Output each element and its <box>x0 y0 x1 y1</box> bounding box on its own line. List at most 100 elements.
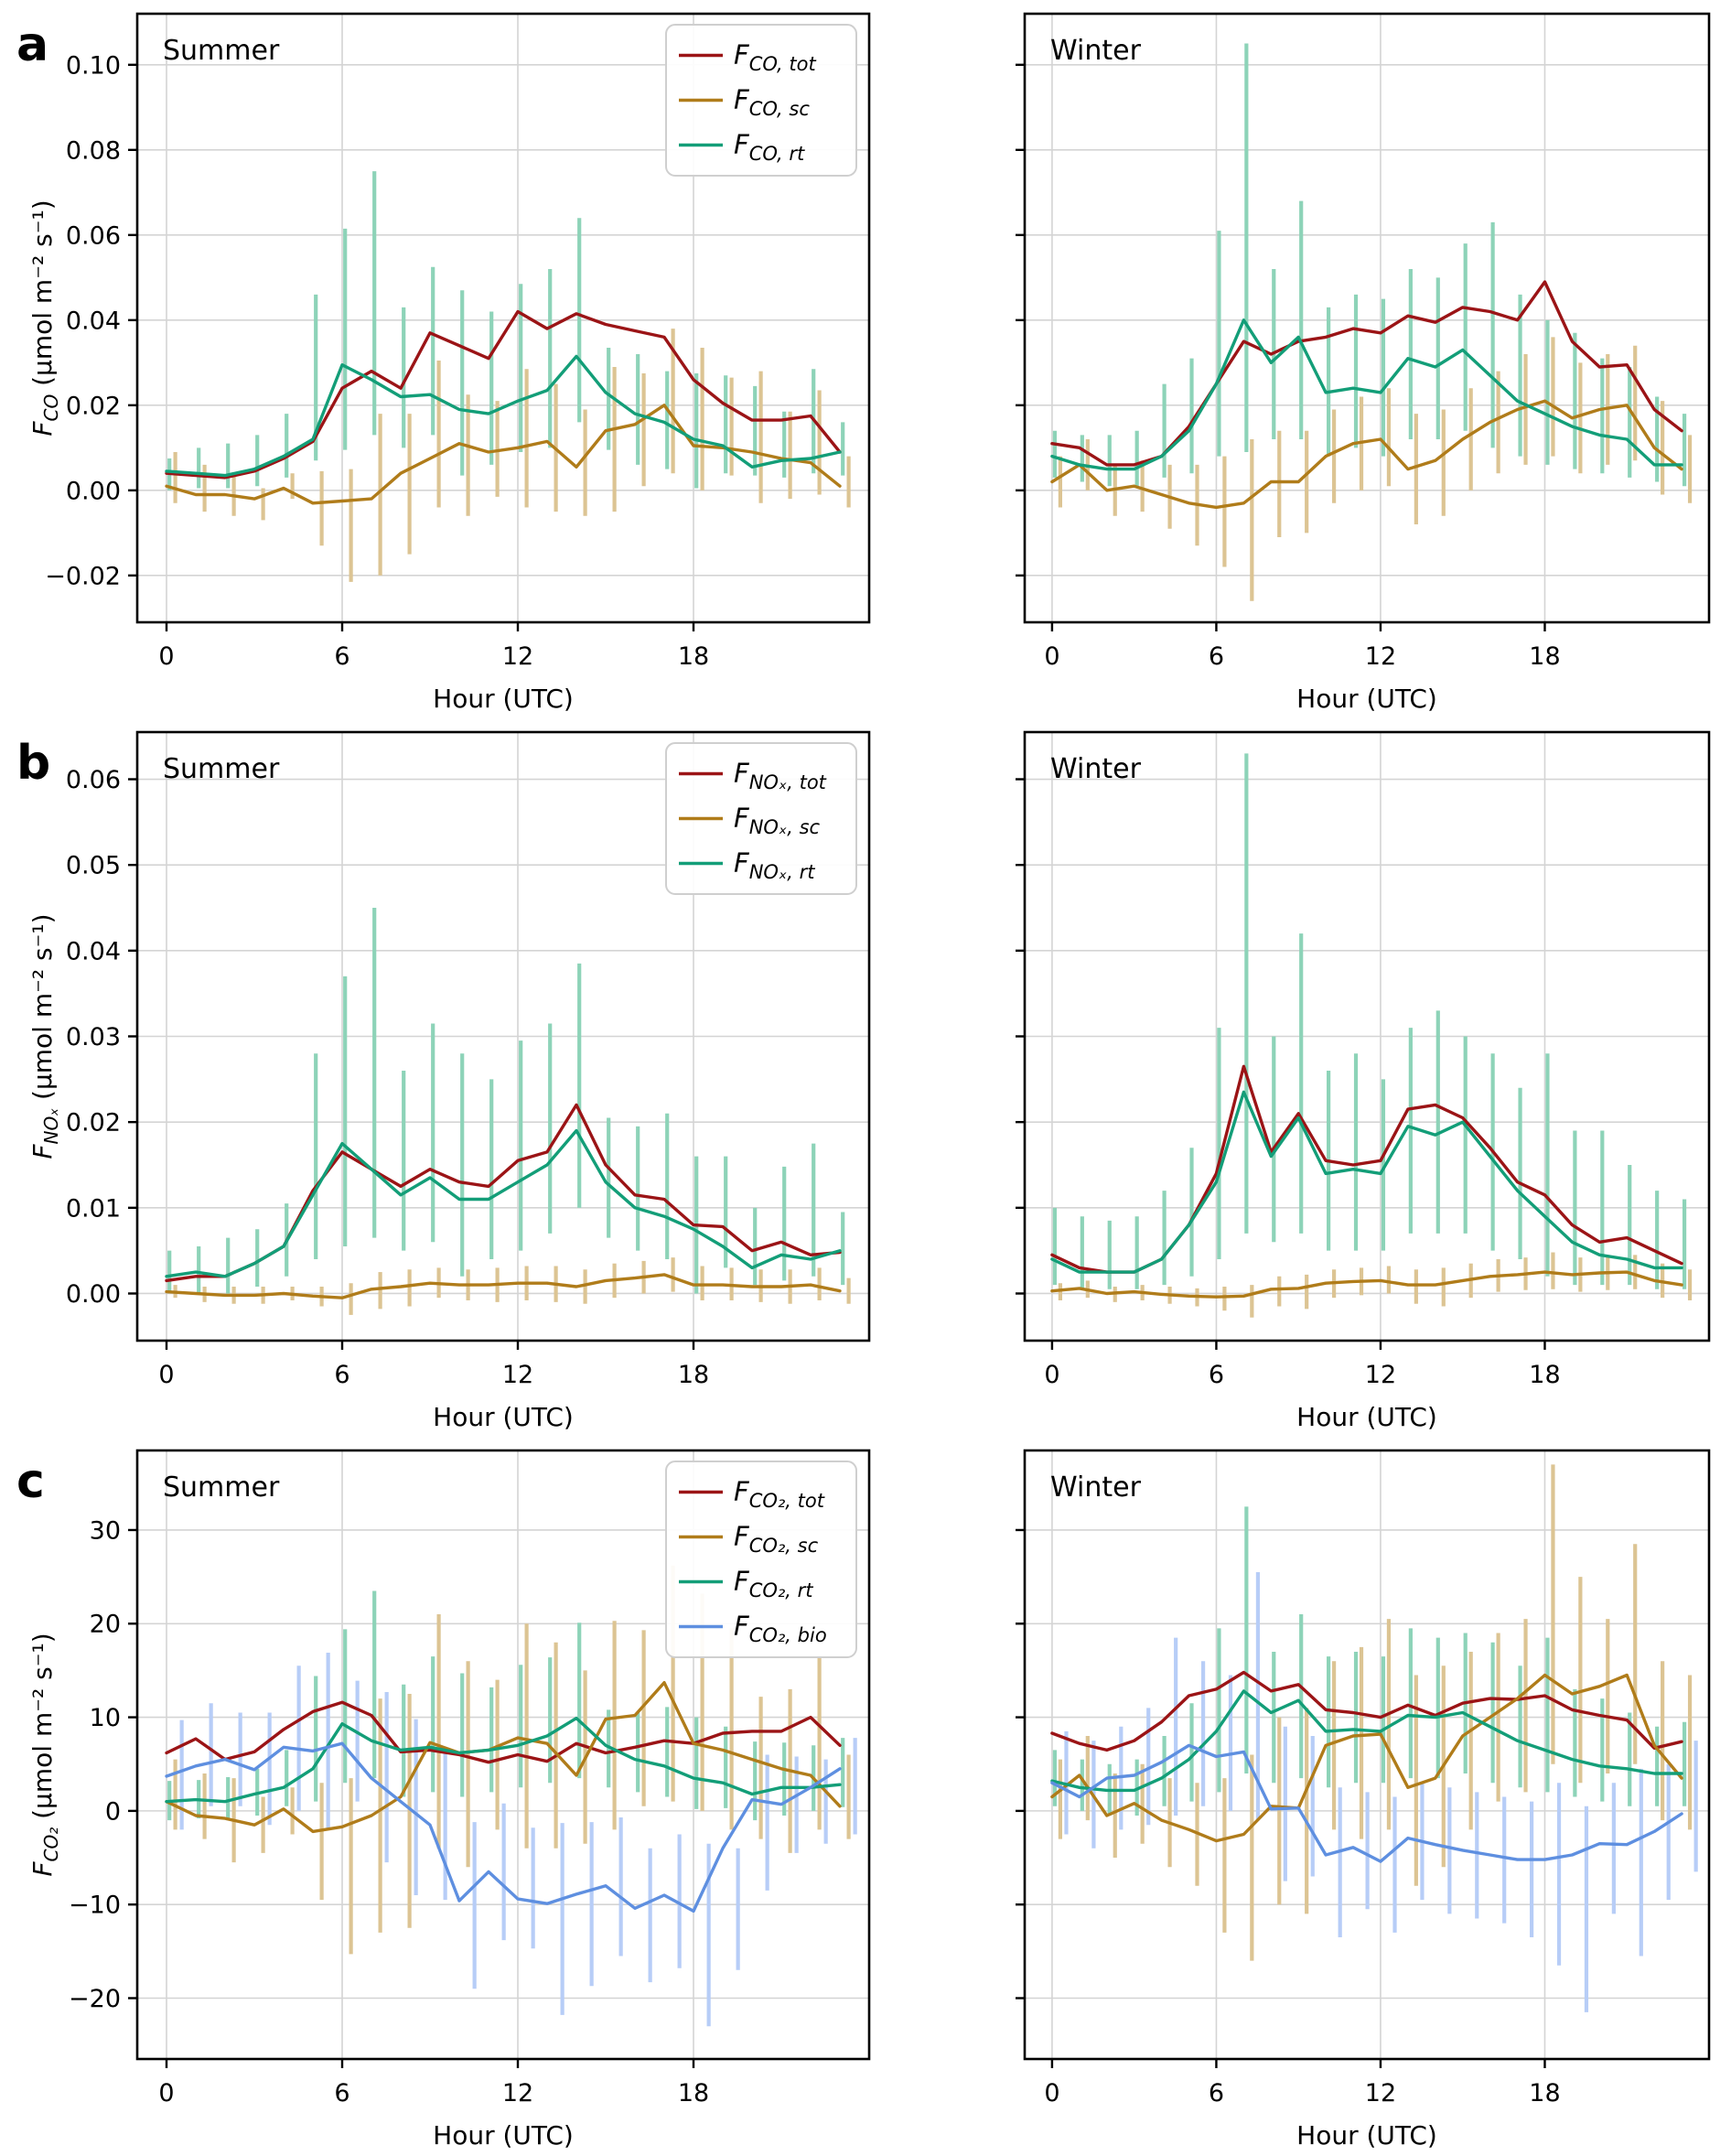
x-tick-label: 0 <box>158 642 174 671</box>
x-tick-label: 12 <box>502 2079 533 2107</box>
y-axis-label: FNOₓ (μmol m⁻² s⁻¹) <box>27 913 62 1159</box>
error-bars-rt <box>1052 43 1687 487</box>
legend-label-rt: FNOₓ, rt <box>734 847 815 883</box>
legend-box <box>665 742 857 895</box>
x-axis-label: Hour (UTC) <box>1296 684 1437 714</box>
x-tick-label: 12 <box>1365 2079 1396 2107</box>
legend-label-rt: FCO, rt <box>734 129 805 165</box>
y-tick-label: −10 <box>69 1892 121 1920</box>
y-axis-label: FCO (μmol m⁻² s⁻¹) <box>27 199 62 436</box>
x-tick-label: 18 <box>678 2079 709 2107</box>
y-tick-label: 0.00 <box>66 477 121 505</box>
error-bars-sc <box>1058 337 1693 601</box>
panel-a-summer: 0.10 0.08 0.06 0.04 0.02 0.00 −0.02 FCO (μmol m… <box>27 12 871 714</box>
season-label: Summer <box>163 35 280 67</box>
y-tick-label: 0.04 <box>66 937 121 965</box>
panel-c-winter: 0 6 12 18 Hour (UTC) Winter <box>1016 1449 1711 2151</box>
x-tick-label: 6 <box>334 642 349 671</box>
panel-letter-b: b <box>16 736 50 791</box>
x-tick-label: 12 <box>502 1361 533 1389</box>
x-tick-label: 6 <box>1209 642 1224 671</box>
axes-spines <box>135 12 871 624</box>
legend-label-tot: FCO, tot <box>734 39 816 75</box>
y-tick-label: 0.00 <box>66 1280 121 1309</box>
x-tick-label: 6 <box>1209 2079 1224 2107</box>
x-tick-label: 18 <box>678 642 709 671</box>
legend-label-tot: FCO₂, tot <box>734 1476 825 1512</box>
legend-label-bio: FCO₂, bio <box>734 1611 827 1646</box>
error-bars-rt <box>167 908 845 1294</box>
x-axis-label: Hour (UTC) <box>1296 1402 1437 1432</box>
x-tick-label: 6 <box>1209 1361 1224 1389</box>
series-line-rt <box>1050 318 1683 471</box>
legend: FNOₓ, tot FNOₓ, sc FNOₓ, rt <box>665 742 857 895</box>
series-line-sc <box>1050 399 1683 510</box>
series-line-tot <box>165 309 842 480</box>
panel-a-winter: 0 6 12 18 Hour (UTC) Winter <box>1016 12 1711 714</box>
y-tick-label: 0.10 <box>66 51 121 80</box>
series-line-bio <box>1050 1743 1683 1863</box>
y-tick-label: 0.05 <box>66 852 121 880</box>
error-bars-sc <box>173 1257 851 1315</box>
y-tick-label: 0.08 <box>66 136 121 165</box>
x-tick-label: 18 <box>1529 1361 1560 1389</box>
y-tick-label: 0 <box>105 1797 121 1826</box>
y-axis-label: FCO₂ (μmol m⁻² s⁻¹) <box>27 1633 62 1876</box>
legend-label-rt: FCO₂, rt <box>734 1566 813 1601</box>
series-line-sc <box>165 1680 842 1834</box>
series-line-rt <box>1050 1689 1683 1793</box>
y-tick-label: 10 <box>90 1704 121 1732</box>
legend: FCO, tot FCO, sc FCO, rt <box>665 24 857 177</box>
x-tick-label: 18 <box>1529 2079 1560 2107</box>
legend: FCO₂, tot FCO₂, sc FCO₂, rt FCO₂, bio <box>665 1461 857 1658</box>
x-tick-label: 0 <box>158 2079 174 2107</box>
legend-box <box>665 1461 857 1658</box>
panel-b-winter: 0 6 12 18 Hour (UTC) Winter <box>1016 730 1711 1432</box>
x-tick-label: 12 <box>1365 1361 1396 1389</box>
y-tick-label: −0.02 <box>45 562 121 590</box>
series-line-tot <box>1050 1670 1683 1752</box>
panel-c-summer: 30 20 10 0 −10 −20 FCO₂ (μmol m⁻² s⁻¹) 0 6 12 18 Ho… <box>27 1449 871 2151</box>
season-label: Winter <box>1050 753 1142 785</box>
legend-label-sc: FCO₂, sc <box>734 1521 819 1557</box>
x-axis-label: Hour (UTC) <box>433 2120 574 2151</box>
x-tick-label: 0 <box>1044 1361 1059 1389</box>
series-line-tot <box>165 1700 842 1764</box>
y-tick-label: 0.06 <box>66 221 121 250</box>
legend-label-sc: FNOₓ, sc <box>734 803 821 838</box>
series-line-sc <box>1050 1270 1683 1299</box>
x-tick-label: 0 <box>1044 2079 1059 2107</box>
season-label: Summer <box>163 1471 280 1504</box>
error-bars-sc <box>1058 1464 1693 1961</box>
series-line-rt <box>165 354 842 478</box>
series-line-rt <box>165 1128 842 1278</box>
axes-spines <box>135 1449 871 2061</box>
series-line-rt <box>1050 1090 1683 1274</box>
y-tick-label: 30 <box>90 1516 121 1545</box>
axes-spines <box>1023 1449 1711 2061</box>
x-tick-label: 12 <box>502 642 533 671</box>
x-tick-label: 12 <box>1365 642 1396 671</box>
x-tick-label: 18 <box>1529 642 1560 671</box>
y-tick-label: 0.03 <box>66 1023 121 1051</box>
y-tick-label: 20 <box>90 1611 121 1639</box>
y-tick-label: 0.06 <box>66 766 121 794</box>
error-bars-rt <box>167 171 845 490</box>
season-label: Winter <box>1050 1471 1142 1504</box>
x-axis-label: Hour (UTC) <box>433 1402 574 1432</box>
y-tick-label: 0.02 <box>66 392 121 420</box>
x-tick-label: 0 <box>158 1361 174 1389</box>
series-line-rt <box>165 1716 842 1804</box>
error-bars-sc <box>173 1565 851 1955</box>
legend-label-tot: FNOₓ, tot <box>734 758 827 793</box>
series-line-sc <box>165 1273 842 1299</box>
x-tick-label: 6 <box>334 1361 349 1389</box>
x-tick-label: 0 <box>1044 642 1059 671</box>
y-tick-label: 0.01 <box>66 1194 121 1223</box>
x-tick-label: 18 <box>678 1361 709 1389</box>
legend-box <box>665 24 857 177</box>
y-tick-label: −20 <box>69 1985 121 2013</box>
axes-spines <box>1023 12 1711 624</box>
